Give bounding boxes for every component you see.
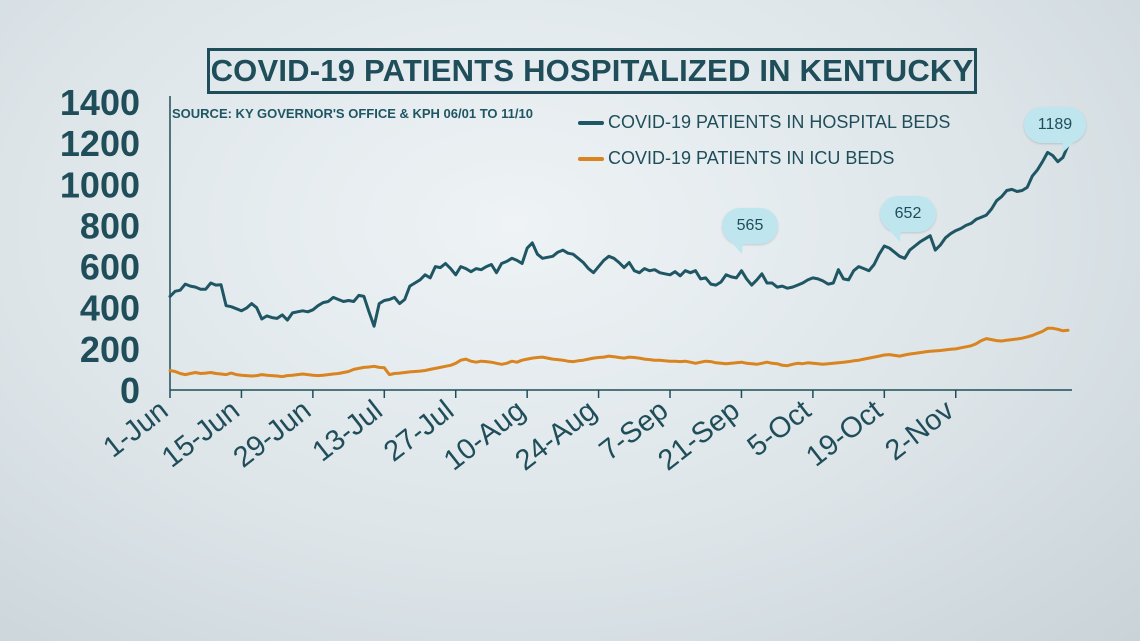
- legend-label-icu: COVID-19 PATIENTS IN ICU BEDS: [608, 148, 895, 168]
- series-line-icu: [168, 326, 1070, 379]
- callout-1189-label: 1189: [1037, 116, 1073, 133]
- y-tick-label: 600: [80, 247, 140, 288]
- legend-item-hospital: COVID-19 PATIENTS IN HOSPITAL BEDS: [578, 112, 950, 133]
- series-line-hospital: [168, 143, 1070, 328]
- y-tick-label: 1200: [60, 123, 140, 164]
- y-tick-label: 400: [80, 288, 140, 329]
- chart-series: [168, 143, 1070, 379]
- x-tick-label: 15-Jun: [156, 394, 246, 474]
- x-tick-label: 24-Aug: [510, 394, 603, 477]
- chart-title-box: COVID-19 PATIENTS HOSPITALIZED IN KENTUC…: [207, 48, 977, 94]
- x-tick-label: 2-Nov: [879, 394, 960, 467]
- x-axis-ticks: 1-Jun15-Jun29-Jun13-Jul27-Jul10-Aug24-Au…: [97, 390, 960, 477]
- x-tick-label: 13-Jul: [307, 394, 389, 468]
- x-tick-label: 29-Jun: [228, 394, 318, 474]
- legend-swatch-hospital: [578, 120, 604, 125]
- y-tick-label: 800: [80, 205, 140, 246]
- callout-652-label: 652: [894, 205, 922, 222]
- chart-title: COVID-19 PATIENTS HOSPITALIZED IN KENTUC…: [210, 53, 974, 88]
- callout-1189: 1189: [1024, 107, 1086, 143]
- y-tick-label: 1400: [60, 82, 140, 123]
- callout-565: 565: [722, 208, 778, 244]
- chart-axes: [169, 96, 1072, 391]
- y-tick-label: 200: [80, 329, 140, 370]
- legend-item-icu: COVID-19 PATIENTS IN ICU BEDS: [578, 148, 894, 169]
- x-tick-label: 19-Oct: [800, 394, 888, 473]
- legend-label-hospital: COVID-19 PATIENTS IN HOSPITAL BEDS: [608, 112, 951, 132]
- callout-652: 652: [880, 196, 936, 232]
- x-tick-label: 10-Aug: [438, 394, 531, 477]
- x-tick-label: 21-Sep: [652, 394, 745, 477]
- legend-swatch-icu: [578, 156, 604, 161]
- y-tick-label: 0: [120, 370, 140, 411]
- source-note: SOURCE: KY GOVERNOR'S OFFICE & KPH 06/01…: [172, 106, 533, 121]
- y-tick-label: 1000: [60, 164, 140, 205]
- callout-565-label: 565: [736, 217, 764, 234]
